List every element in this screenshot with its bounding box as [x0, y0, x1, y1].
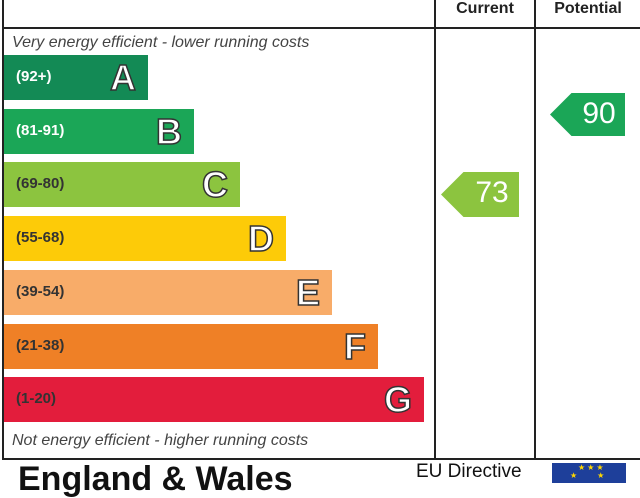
eu-flag-icon: ★★★ ★★	[552, 463, 626, 483]
divider-potential	[534, 0, 536, 460]
band-b: (81-91) B	[4, 108, 194, 154]
potential-value-text: 90	[582, 97, 616, 130]
band-range: (55-68)	[16, 229, 65, 247]
band-range: (92+)	[16, 68, 52, 85]
footer-region: England & Wales	[18, 460, 293, 498]
band-d: (55-68) D	[4, 216, 286, 262]
band-e: (39-54) E	[4, 269, 332, 315]
divider-current	[434, 0, 436, 460]
header-potential: Potential	[554, 0, 622, 17]
band-f: (21-38) F	[4, 323, 378, 369]
current-rating-value: 73	[441, 172, 521, 217]
current-rating-arrow	[441, 172, 519, 217]
footer-divider	[2, 458, 640, 460]
band-range: (81-91)	[16, 121, 65, 139]
band-letter: D	[247, 217, 275, 260]
band-c: (69-80) C	[4, 162, 240, 208]
band-letter: E	[295, 271, 321, 314]
current-value-text: 73	[475, 176, 509, 209]
bottom-note: Not energy efficient - higher running co…	[12, 432, 309, 449]
arrow-shape	[550, 93, 625, 136]
band-letter: C	[201, 164, 229, 207]
header-current: Current	[456, 0, 514, 17]
arrow-shape	[441, 172, 519, 217]
top-note: Very energy efficient - lower running co…	[12, 34, 310, 51]
band-range: (21-38)	[16, 336, 65, 354]
header-divider	[2, 27, 640, 29]
potential-rating-arrow	[550, 93, 625, 136]
band-letter: A	[109, 56, 137, 99]
band-g: (1-20) G	[4, 377, 424, 423]
band-range: (39-54)	[16, 282, 65, 300]
band-range: (1-20)	[16, 390, 57, 408]
band-letter: G	[383, 378, 413, 421]
border-left	[2, 0, 4, 460]
band-letter: B	[155, 110, 183, 153]
potential-rating-value: 90	[550, 93, 626, 136]
band-a: (92+) A	[4, 55, 148, 100]
band-letter: F	[343, 325, 367, 368]
band-range: (69-80)	[16, 175, 65, 193]
footer-directive: EU Directive	[416, 461, 522, 482]
